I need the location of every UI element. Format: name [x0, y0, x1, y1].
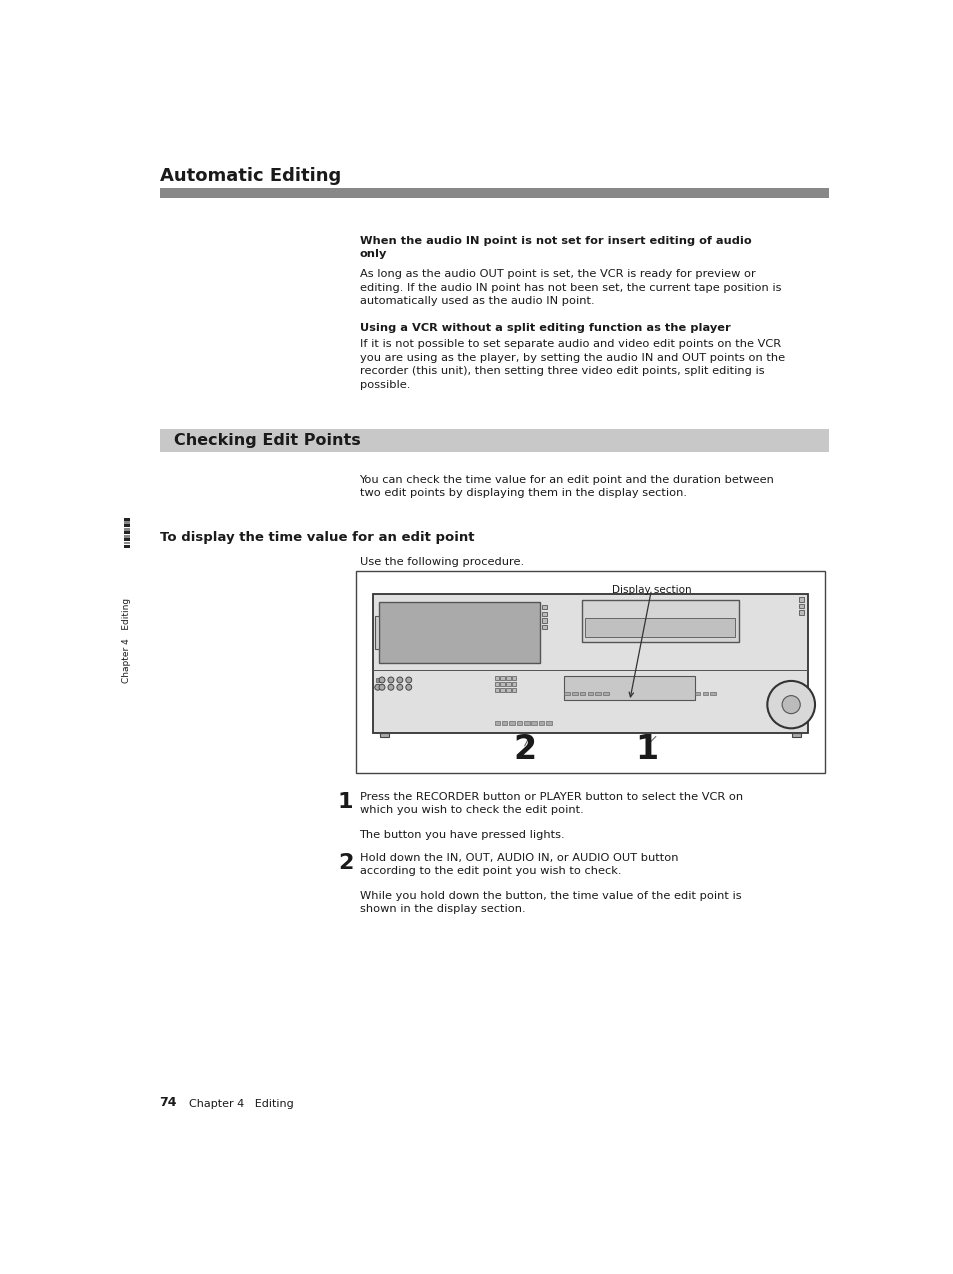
Bar: [495, 682, 498, 687]
Bar: [124, 541, 130, 544]
Text: shown in the display section.: shown in the display section.: [359, 905, 524, 913]
Bar: [512, 676, 516, 680]
Bar: [587, 692, 593, 694]
Text: When the audio IN point is not set for insert editing of audio
only: When the audio IN point is not set for i…: [359, 236, 750, 259]
Bar: [512, 682, 516, 687]
Bar: [710, 692, 715, 694]
Bar: [378, 601, 539, 662]
Bar: [702, 692, 707, 694]
Text: 2: 2: [337, 852, 353, 873]
Circle shape: [378, 684, 385, 691]
Circle shape: [405, 684, 412, 691]
Text: Use the following procedure.: Use the following procedure.: [359, 557, 523, 567]
Text: Checking Edit Points: Checking Edit Points: [173, 433, 360, 447]
Text: As long as the audio OUT point is set, the VCR is ready for preview or: As long as the audio OUT point is set, t…: [359, 269, 755, 279]
Bar: [124, 535, 130, 538]
Text: While you hold down the button, the time value of the edit point is: While you hold down the button, the time…: [359, 891, 740, 901]
Text: editing. If the audio IN point has not been set, the current tape position is: editing. If the audio IN point has not b…: [359, 283, 781, 293]
Text: 74: 74: [159, 1096, 177, 1110]
Bar: [495, 688, 498, 692]
Text: Chapter 4   Editing: Chapter 4 Editing: [122, 598, 132, 683]
Text: you are using as the player, by setting the audio IN and OUT points on the: you are using as the player, by setting …: [359, 353, 783, 363]
Bar: [379, 733, 389, 738]
Bar: [495, 721, 499, 725]
Bar: [375, 678, 379, 682]
Text: Hold down the IN, OUT, AUDIO IN, or AUDIO OUT button: Hold down the IN, OUT, AUDIO IN, or AUDI…: [359, 852, 678, 862]
Bar: [124, 527, 130, 531]
Bar: [506, 682, 510, 687]
Text: Chapter 4   Editing: Chapter 4 Editing: [189, 1099, 294, 1110]
Text: Press the RECORDER button or PLAYER button to select the VCR on: Press the RECORDER button or PLAYER butt…: [359, 792, 741, 801]
Text: recorder (this unit), then setting three video edit points, split editing is: recorder (this unit), then setting three…: [359, 366, 763, 376]
Text: Using a VCR without a split editing function as the player: Using a VCR without a split editing func…: [359, 324, 730, 334]
Bar: [572, 692, 577, 694]
Bar: [579, 692, 584, 694]
Bar: [531, 721, 537, 725]
Text: automatically used as the audio IN point.: automatically used as the audio IN point…: [359, 296, 594, 306]
Circle shape: [766, 680, 814, 729]
Bar: [506, 688, 510, 692]
Bar: [501, 721, 507, 725]
Bar: [124, 538, 130, 541]
Bar: [373, 594, 807, 733]
Bar: [542, 605, 546, 609]
Circle shape: [396, 684, 402, 691]
Bar: [500, 676, 504, 680]
Bar: [798, 598, 802, 601]
Bar: [355, 571, 824, 773]
Bar: [595, 692, 600, 694]
Bar: [602, 692, 608, 694]
Text: The button you have pressed lights.: The button you have pressed lights.: [359, 829, 564, 840]
Bar: [124, 517, 130, 521]
Circle shape: [378, 676, 385, 683]
Bar: [375, 615, 378, 648]
Text: To display the time value for an edit point: To display the time value for an edit po…: [159, 531, 474, 544]
Bar: [798, 610, 802, 615]
Circle shape: [781, 696, 800, 713]
Bar: [124, 521, 130, 524]
Bar: [509, 721, 515, 725]
Bar: [542, 624, 546, 629]
Circle shape: [405, 676, 412, 683]
Text: Automatic Editing: Automatic Editing: [159, 167, 340, 185]
Bar: [159, 428, 828, 452]
Text: 2: 2: [513, 733, 536, 766]
Text: 1: 1: [337, 792, 353, 812]
Circle shape: [388, 676, 394, 683]
Text: which you wish to check the edit point.: which you wish to check the edit point.: [359, 805, 582, 815]
Bar: [124, 525, 130, 527]
Bar: [517, 721, 521, 725]
Bar: [564, 676, 695, 701]
Bar: [523, 721, 529, 725]
Bar: [500, 682, 504, 687]
Circle shape: [396, 676, 402, 683]
Text: according to the edit point you wish to check.: according to the edit point you wish to …: [359, 866, 620, 877]
Bar: [791, 733, 801, 738]
Bar: [542, 618, 546, 623]
Bar: [506, 676, 510, 680]
Bar: [542, 612, 546, 617]
Bar: [564, 692, 569, 694]
Bar: [512, 688, 516, 692]
Text: two edit points by displaying them in the display section.: two edit points by displaying them in th…: [359, 488, 686, 498]
Circle shape: [375, 684, 380, 691]
Text: possible.: possible.: [359, 380, 410, 390]
Bar: [798, 604, 802, 609]
Bar: [124, 545, 130, 548]
Bar: [500, 688, 504, 692]
Text: 1: 1: [635, 733, 658, 766]
Bar: [581, 600, 738, 642]
Bar: [695, 692, 700, 694]
Bar: [159, 189, 828, 197]
Bar: [495, 676, 498, 680]
Bar: [584, 618, 735, 637]
Text: You can check the time value for an edit point and the duration between: You can check the time value for an edit…: [359, 475, 774, 484]
Bar: [124, 531, 130, 534]
Bar: [538, 721, 543, 725]
Bar: [546, 721, 551, 725]
Circle shape: [388, 684, 394, 691]
Text: Display section: Display section: [611, 585, 691, 595]
Text: If it is not possible to set separate audio and video edit points on the VCR: If it is not possible to set separate au…: [359, 339, 780, 349]
